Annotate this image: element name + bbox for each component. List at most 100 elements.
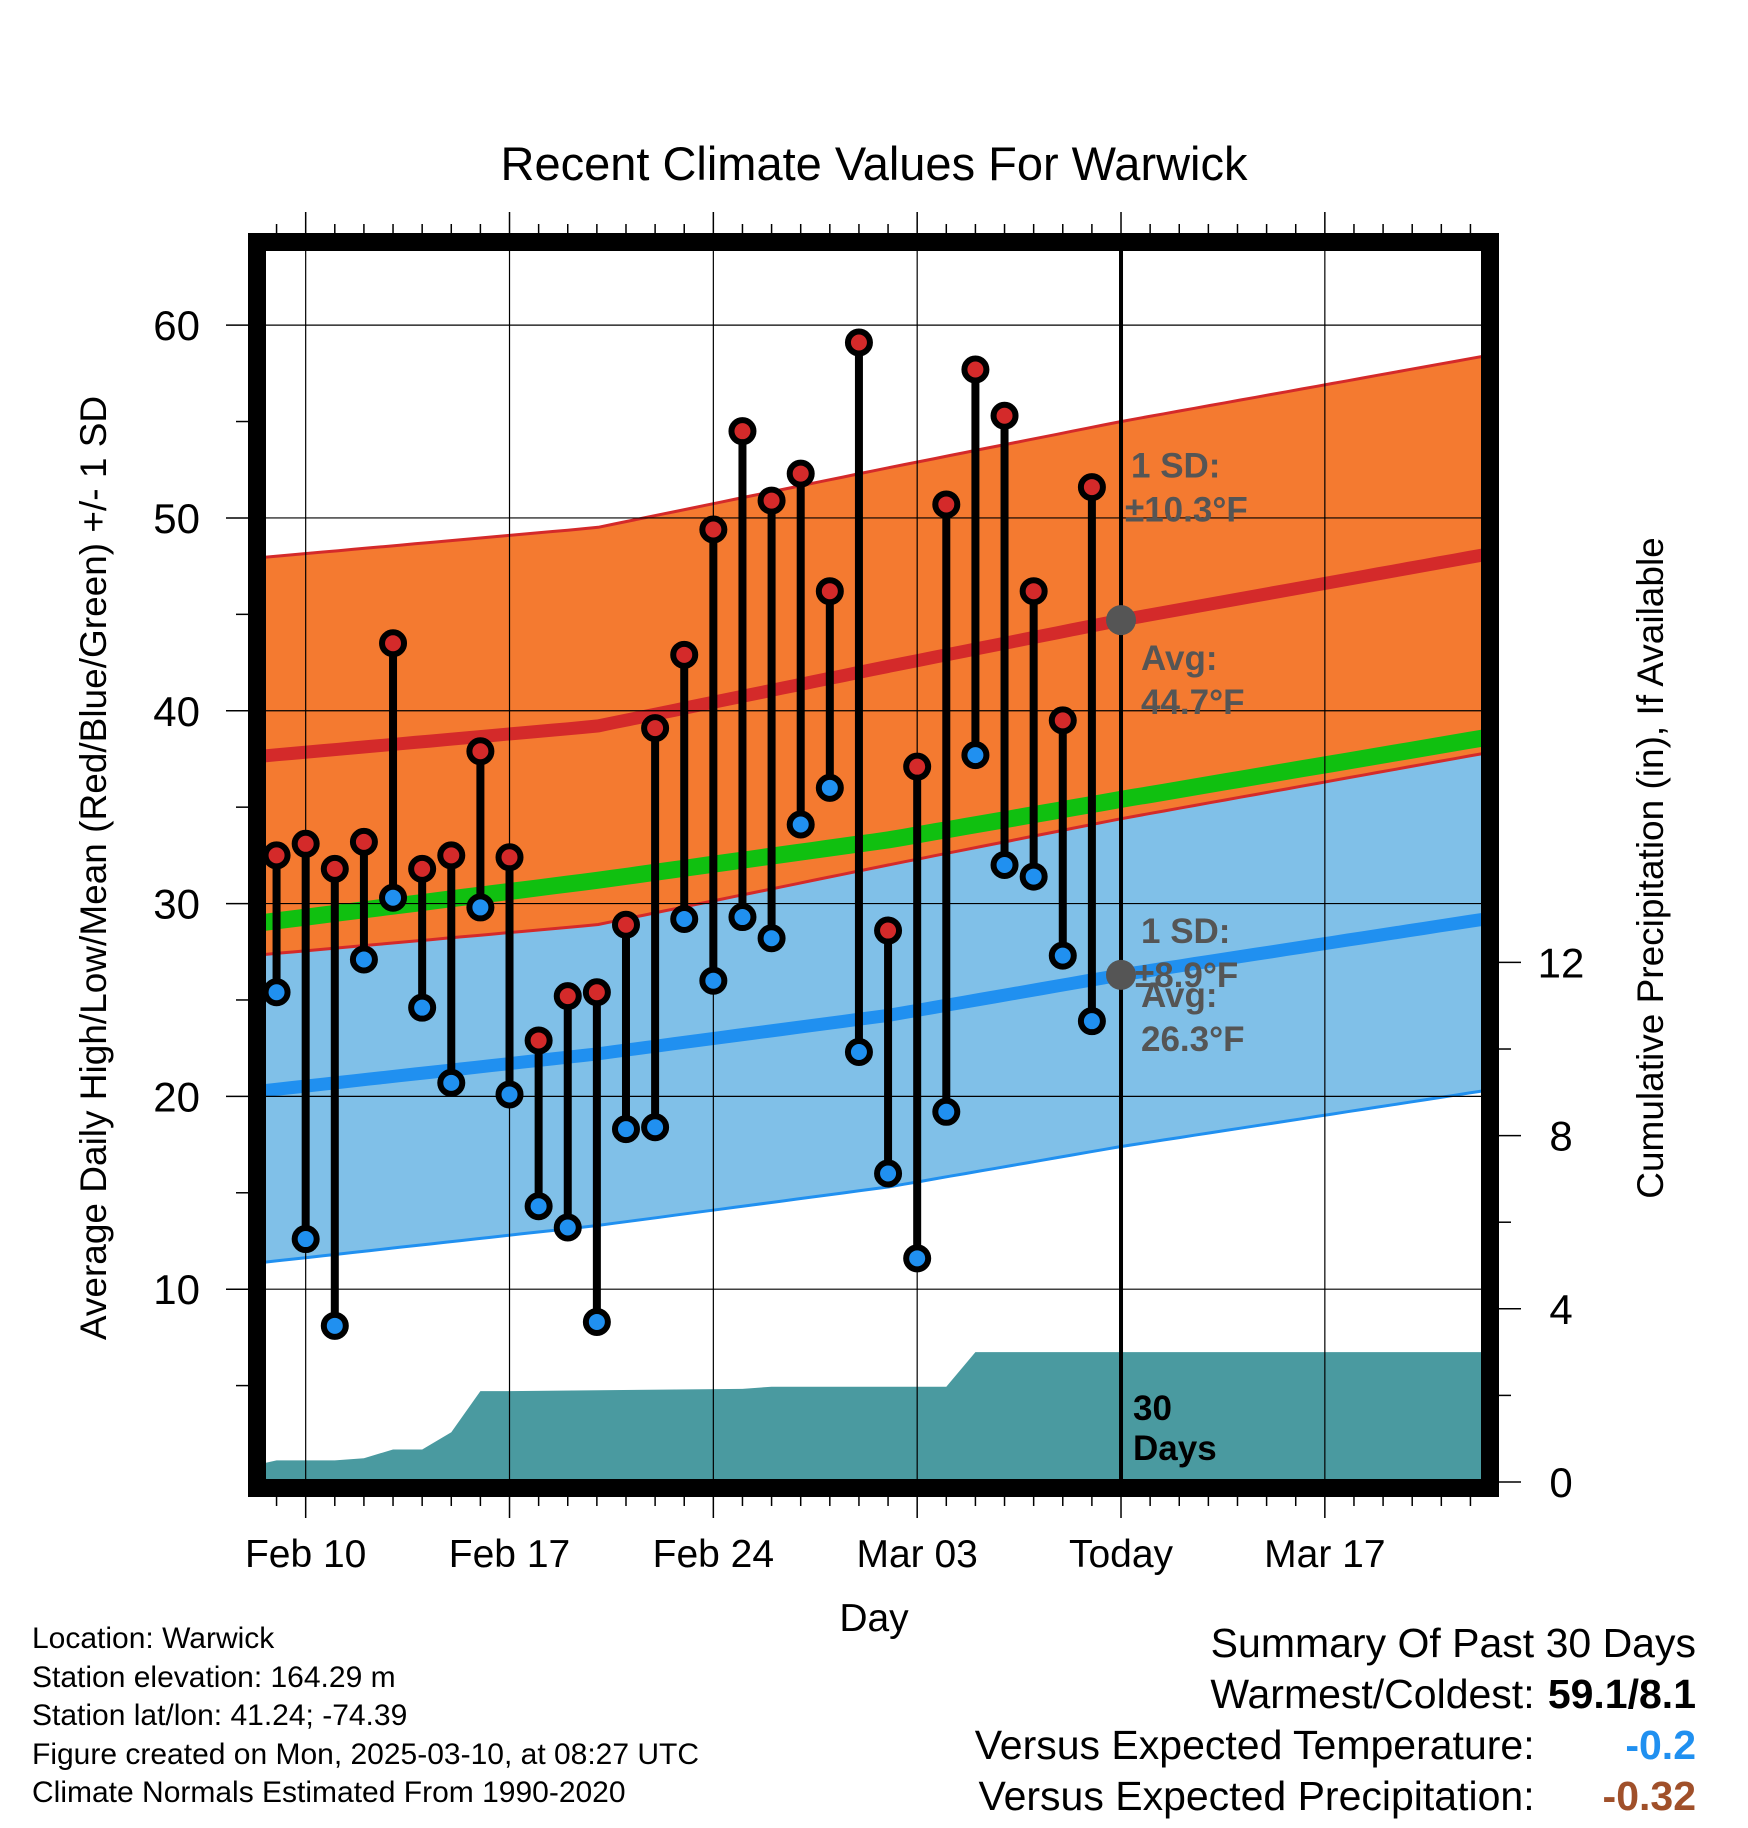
daily-low-point: [844, 1038, 873, 1067]
daily-high-point: [582, 978, 611, 1007]
daily-high-point: [262, 841, 291, 870]
high-sd-band: [262, 356, 1485, 955]
days-count: 30: [1133, 1389, 1172, 1428]
latlon-text: Station lat/lon: 41.24; -74.39: [32, 1699, 408, 1732]
y-tick-label: 40: [153, 688, 200, 735]
summary-warm-cold-row: Warmest/Coldest: 59.1/8.1: [975, 1669, 1696, 1720]
daily-high-point: [379, 629, 408, 658]
days-word: Days: [1133, 1429, 1217, 1468]
daily-high-point: [961, 355, 990, 384]
y-tick-label: 50: [153, 495, 200, 542]
plot-frame: [248, 233, 1499, 1497]
daily-high-point: [670, 640, 699, 669]
daily-high-point: [524, 1026, 553, 1055]
y-tick-label: 10: [153, 1266, 200, 1313]
daily-low-point: [699, 966, 728, 995]
daily-high-point: [466, 737, 495, 766]
daily-low-point: [553, 1213, 582, 1242]
station-info: Location: Warwick Station elevation: 164…: [32, 1620, 699, 1813]
daily-low-point: [1077, 1007, 1106, 1036]
created-text: Figure created on Mon, 2025-03-10, at 08…: [32, 1737, 700, 1771]
daily-low-point: [408, 993, 437, 1022]
elevation-text: Station elevation: 164.29 m: [32, 1660, 396, 1694]
normal-low-line: [262, 912, 1485, 1098]
daily-low-point: [1019, 862, 1048, 891]
daily-high-point: [1019, 577, 1048, 606]
daily-high-point: [320, 854, 349, 883]
y-tick-label: 20: [153, 1073, 200, 1120]
daily-low-point: [262, 978, 291, 1007]
warm-cold-label: Warmest/Coldest:: [1210, 1671, 1535, 1717]
daily-low-point: [1048, 941, 1077, 970]
daily-high-point: [699, 515, 728, 544]
low-avg-value: 26.3°F: [1141, 1020, 1245, 1059]
daily-low-point: [961, 741, 990, 770]
daily-high-point: [728, 417, 757, 446]
warm-cold-value: 59.1/8.1: [1547, 1671, 1696, 1717]
daily-high-point: [757, 486, 786, 515]
daily-high-point: [611, 910, 640, 939]
daily-low-point: [291, 1225, 320, 1254]
summary-panel: Summary Of Past 30 Days Warmest/Coldest:…: [975, 1618, 1696, 1822]
daily-high-point: [1048, 706, 1077, 735]
daily-low-point: [524, 1192, 553, 1221]
precipitation-area: [262, 1352, 1485, 1482]
daily-high-point: [786, 459, 815, 488]
daily-high-point: [874, 916, 903, 945]
daily-high-point: [495, 843, 524, 872]
daily-low-point: [903, 1244, 932, 1273]
y2-tick-label: 0: [1549, 1459, 1572, 1506]
low-avg-label: Avg:: [1141, 976, 1217, 1015]
high-avg-value: 44.7°F: [1141, 683, 1245, 722]
x-tick-label: Mar 03: [856, 1533, 977, 1576]
y2-axis-label: Cumulative Precipitation (in), If Availa…: [1630, 537, 1671, 1199]
chart-title: Recent Climate Values For Warwick: [501, 137, 1248, 190]
daily-high-point: [641, 714, 670, 743]
daily-low-point: [874, 1159, 903, 1188]
daily-low-point: [990, 851, 1019, 879]
daily-low-point: [786, 810, 815, 839]
daily-low-point: [495, 1080, 524, 1109]
daily-low-point: [320, 1311, 349, 1340]
summary-precip-row: Versus Expected Precipitation: -0.32: [975, 1771, 1697, 1822]
daily-high-point: [1077, 473, 1106, 502]
high-sd-upper-edge: [262, 354, 1485, 559]
temp-value: -0.2: [1625, 1722, 1696, 1768]
precip-value: -0.32: [1602, 1773, 1696, 1819]
y-tick-label: 60: [153, 302, 200, 349]
daily-low-point: [349, 945, 378, 974]
today-high-avg-marker: [1106, 605, 1137, 636]
low-sd-value: ±8.9°F: [1135, 956, 1238, 995]
today-low-avg-marker: [1106, 959, 1137, 990]
daily-high-point: [815, 577, 844, 606]
y-tick-label: 30: [153, 881, 200, 928]
daily-low-point: [466, 893, 495, 922]
x-tick-label: Feb 24: [653, 1533, 774, 1576]
daily-low-point: [757, 924, 786, 953]
daily-low-point: [728, 903, 757, 932]
daily-low-point: [670, 904, 699, 933]
y2-tick-label: 4: [1549, 1286, 1572, 1333]
normals-text: Climate Normals Estimated From 1990-2020: [32, 1776, 626, 1809]
precip-label: Versus Expected Precipitation:: [978, 1773, 1535, 1819]
daily-high-point: [408, 854, 437, 883]
x-axis-label: Day: [839, 1597, 909, 1640]
daily-low-point: [815, 773, 844, 802]
daily-high-point: [291, 829, 320, 858]
daily-high-point: [903, 752, 932, 781]
y2-tick-label: 8: [1549, 1113, 1572, 1160]
high-sd-value: ±10.3°F: [1125, 491, 1248, 530]
daily-high-point: [932, 490, 961, 519]
normal-high-line: [262, 548, 1485, 763]
x-tick-label: Feb 17: [449, 1533, 570, 1576]
daily-low-point: [582, 1307, 611, 1336]
low-sd-lower-edge: [262, 1089, 1485, 1264]
high-sd-label: 1 SD:: [1131, 447, 1220, 486]
location-text: Location: Warwick: [32, 1622, 275, 1655]
daily-high-point: [437, 841, 466, 870]
low-sd-label: 1 SD:: [1141, 912, 1230, 951]
daily-low-point: [932, 1097, 961, 1126]
daily-low-point: [641, 1113, 670, 1142]
